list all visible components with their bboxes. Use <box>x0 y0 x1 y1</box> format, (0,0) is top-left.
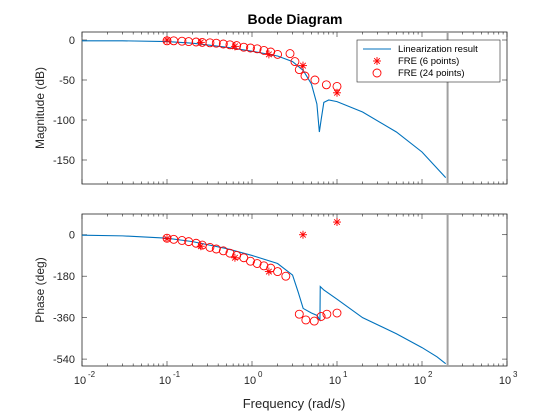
fre24-marker <box>211 38 221 48</box>
phase-ticks <box>81 214 508 366</box>
y-tick-label: -180 <box>53 271 75 283</box>
x-tick-exponent: -2 <box>88 370 96 379</box>
phase-fre6-markers <box>163 218 341 276</box>
fre6-marker <box>298 230 307 239</box>
fre24-marker <box>246 43 255 53</box>
fre24-marker <box>322 309 332 319</box>
fre24-marker <box>259 261 269 271</box>
fre24-marker <box>290 57 300 67</box>
fre6-marker <box>333 218 341 227</box>
legend-asterisk-swatch <box>373 57 381 65</box>
fre24-marker <box>259 45 269 55</box>
fre24-marker <box>300 71 310 81</box>
fre6-marker <box>264 50 273 59</box>
x-tick-label: 10 <box>74 375 86 387</box>
fre6-marker <box>333 88 341 97</box>
fre24-marker <box>191 238 201 248</box>
y-tick-label: 0 <box>69 35 75 47</box>
fre24-marker <box>309 316 319 326</box>
legend-entry-fre24: FRE (24 points) <box>398 68 465 79</box>
legend-entry-fre6: FRE (6 points) <box>398 56 459 67</box>
fre6-marker <box>230 253 239 262</box>
fre24-marker <box>218 39 228 49</box>
fre24-marker <box>205 38 215 48</box>
fre24-marker <box>301 315 311 325</box>
fre6-marker <box>163 36 171 44</box>
fre24-marker <box>177 36 187 46</box>
x-tick-label: 10 <box>329 375 341 387</box>
fre6-marker <box>196 38 205 47</box>
magnitude-ylabel: Magnitude (dB) <box>33 67 47 149</box>
y-tick-label: 0 <box>69 230 75 242</box>
fre24-marker <box>252 44 262 54</box>
phase-ytick-labels: 0 -180 -360 -540 <box>53 230 75 366</box>
fre24-marker <box>225 248 235 258</box>
fre6-marker <box>163 234 171 243</box>
fre24-marker <box>239 42 249 52</box>
fre24-marker <box>211 244 221 254</box>
x-tick-exponent: -1 <box>173 370 181 379</box>
y-tick-label: -50 <box>59 75 75 87</box>
phase-plot-area <box>81 213 508 367</box>
x-tick-label: 10 <box>159 375 171 387</box>
x-tick-exponent: 1 <box>343 370 348 379</box>
fre24-marker <box>177 236 187 245</box>
y-tick-label: -100 <box>53 115 75 127</box>
x-tick-exponent: 2 <box>428 370 433 379</box>
fre24-marker <box>294 309 304 319</box>
magnitude-axes: 0 -50 -100 -150 Magnitude (dB) Linearizatio… <box>33 31 508 185</box>
frequency-xlabel: Frequency (rad/s) <box>243 396 346 411</box>
y-tick-label: -150 <box>53 155 75 167</box>
phase-linearization-line <box>82 234 447 365</box>
x-tick-exponent: 3 <box>513 370 518 379</box>
chart-title: Bode Diagram <box>248 11 343 27</box>
magnitude-ytick-labels: 0 -50 -100 -150 <box>53 35 75 167</box>
fre24-marker <box>266 263 276 273</box>
magnitude-ticks <box>81 32 508 184</box>
phase-fre24-markers <box>162 233 342 326</box>
fre24-marker <box>310 75 320 85</box>
x-tick-exponent: 0 <box>258 370 263 379</box>
fre24-marker <box>232 41 242 51</box>
fre24-marker <box>332 308 342 318</box>
fre24-marker <box>273 49 283 59</box>
fre24-marker <box>252 259 262 268</box>
fre24-marker <box>218 246 228 256</box>
fre24-marker <box>316 312 326 321</box>
fre24-marker <box>205 242 215 252</box>
x-tick-label: 10 <box>244 375 256 387</box>
fre24-marker <box>273 267 283 277</box>
fre24-marker <box>281 271 291 281</box>
legend: Linearization result FRE (6 points) FRE … <box>356 39 501 83</box>
fre24-marker <box>246 256 255 266</box>
fre6-marker <box>298 61 307 70</box>
y-tick-label: -540 <box>53 354 75 366</box>
fre6-marker <box>196 242 205 251</box>
fre6-marker <box>230 42 239 51</box>
x-tick-label: 10 <box>414 375 426 387</box>
fre6-marker <box>264 267 273 276</box>
y-tick-label: -360 <box>53 313 75 325</box>
fre24-marker <box>321 80 331 90</box>
phase-ylabel: Phase (deg) <box>33 257 47 322</box>
magnitude-fre6-markers <box>163 36 341 97</box>
legend-entry-linearization: Linearization result <box>398 44 478 55</box>
legend-circle-swatch <box>372 68 382 78</box>
x-tick-label: 10 <box>499 375 511 387</box>
fre24-marker <box>184 37 194 47</box>
fre24-marker <box>285 49 295 59</box>
